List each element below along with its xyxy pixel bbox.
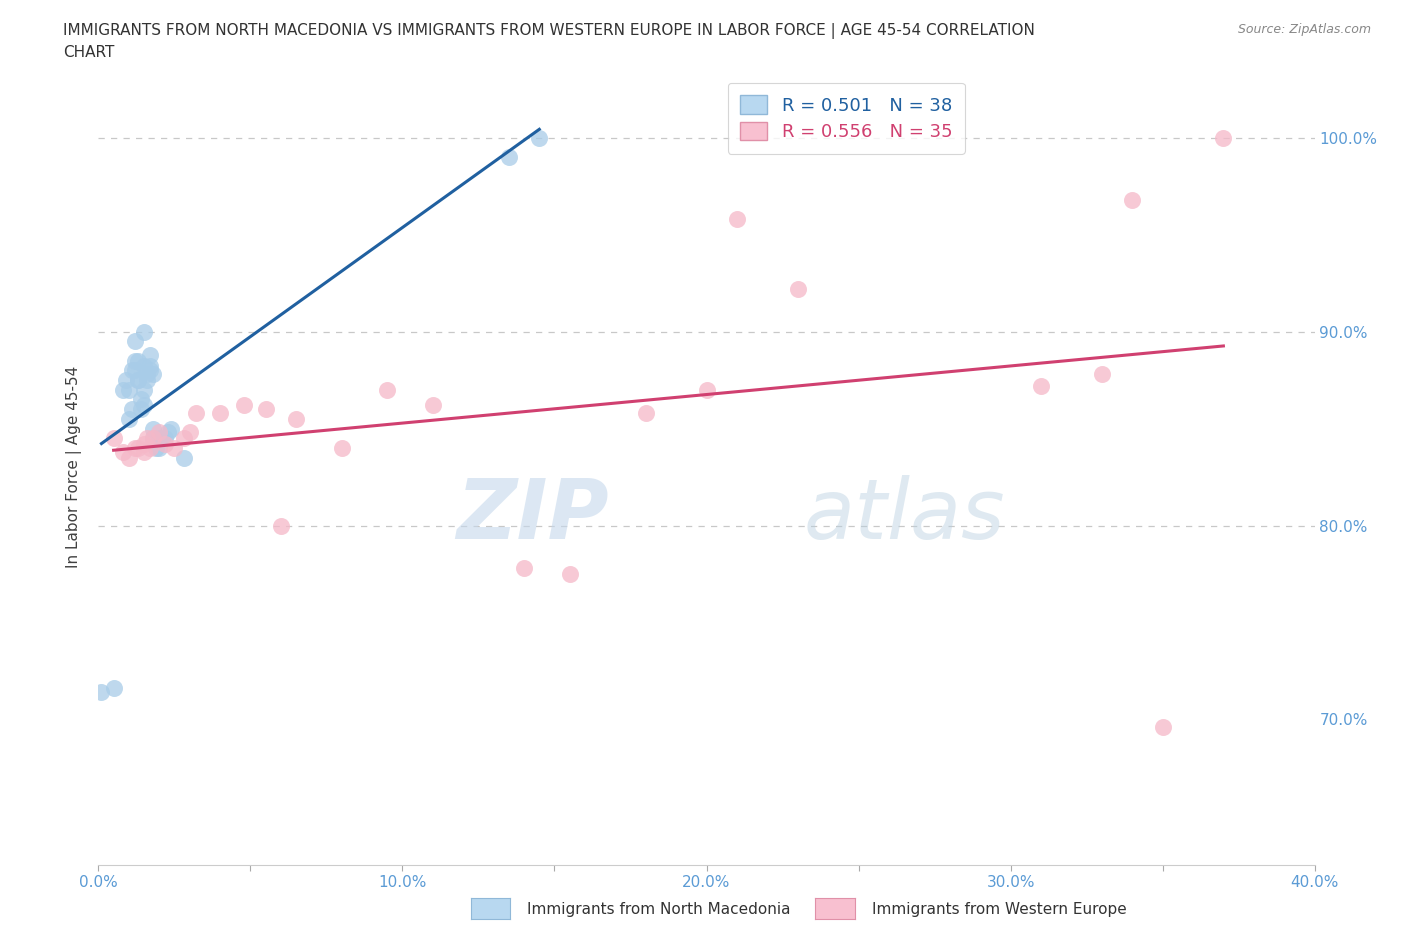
Point — [330, 441, 353, 456]
Point — [1152, 720, 1174, 735]
Point — [103, 681, 125, 696]
Point — [127, 373, 149, 388]
Point — [254, 402, 277, 417]
Point — [142, 366, 165, 381]
Text: atlas: atlas — [804, 474, 1005, 555]
Point — [270, 518, 292, 533]
Text: CHART: CHART — [63, 45, 115, 60]
Point — [121, 363, 143, 378]
Point — [786, 282, 808, 297]
Point — [114, 373, 136, 388]
Point — [132, 325, 155, 339]
Point — [173, 431, 195, 445]
Point — [634, 405, 657, 420]
Point — [513, 561, 536, 576]
Point — [129, 402, 152, 417]
Point — [139, 348, 162, 363]
Point — [1121, 193, 1143, 207]
Point — [132, 445, 155, 459]
Point — [285, 411, 308, 426]
Point — [696, 382, 718, 397]
Text: Immigrants from North Macedonia: Immigrants from North Macedonia — [527, 902, 790, 917]
Point — [124, 363, 146, 378]
Point — [558, 566, 581, 581]
Point — [1212, 130, 1234, 145]
Point — [142, 421, 165, 436]
Point — [142, 431, 165, 445]
Point — [132, 359, 155, 374]
Point — [184, 405, 207, 420]
Point — [157, 425, 180, 440]
Point — [139, 363, 162, 378]
Point — [173, 450, 195, 465]
Point — [148, 441, 170, 456]
Point — [136, 431, 159, 445]
Point — [139, 359, 162, 374]
Point — [142, 431, 165, 445]
Point — [148, 425, 170, 440]
Point — [127, 441, 149, 456]
Point — [118, 382, 141, 397]
Point — [118, 411, 141, 426]
Y-axis label: In Labor Force | Age 45-54: In Labor Force | Age 45-54 — [66, 366, 83, 568]
Point — [124, 353, 146, 368]
Point — [498, 150, 520, 165]
Point — [422, 398, 444, 413]
Point — [132, 382, 155, 397]
Point — [233, 398, 256, 413]
Legend: R = 0.501   N = 38, R = 0.556   N = 35: R = 0.501 N = 38, R = 0.556 N = 35 — [728, 83, 965, 154]
Point — [90, 684, 112, 699]
Point — [136, 366, 159, 381]
Text: Source: ZipAtlas.com: Source: ZipAtlas.com — [1237, 23, 1371, 36]
Point — [111, 445, 134, 459]
Point — [132, 398, 155, 413]
Point — [127, 353, 149, 368]
Point — [132, 436, 155, 451]
Text: ZIP: ZIP — [457, 474, 609, 555]
Point — [179, 425, 201, 440]
Point — [139, 441, 162, 456]
Point — [160, 421, 183, 436]
Text: IMMIGRANTS FROM NORTH MACEDONIA VS IMMIGRANTS FROM WESTERN EUROPE IN LABOR FORCE: IMMIGRANTS FROM NORTH MACEDONIA VS IMMIG… — [63, 23, 1035, 39]
Point — [111, 382, 134, 397]
Point — [124, 441, 146, 456]
Point — [163, 441, 186, 456]
Point — [145, 441, 167, 456]
Point — [155, 431, 177, 445]
Point — [1091, 366, 1114, 381]
Point — [725, 212, 748, 227]
Point — [150, 431, 173, 445]
Point — [121, 402, 143, 417]
Point — [375, 382, 398, 397]
Point — [103, 431, 125, 445]
Point — [1029, 379, 1052, 393]
Point — [118, 450, 141, 465]
Point — [529, 130, 551, 145]
Point — [129, 392, 152, 407]
Point — [136, 373, 159, 388]
Text: Immigrants from Western Europe: Immigrants from Western Europe — [872, 902, 1126, 917]
Point — [127, 373, 149, 388]
Point — [124, 334, 146, 349]
Point — [209, 405, 232, 420]
Point — [148, 431, 170, 445]
Point — [155, 436, 177, 451]
